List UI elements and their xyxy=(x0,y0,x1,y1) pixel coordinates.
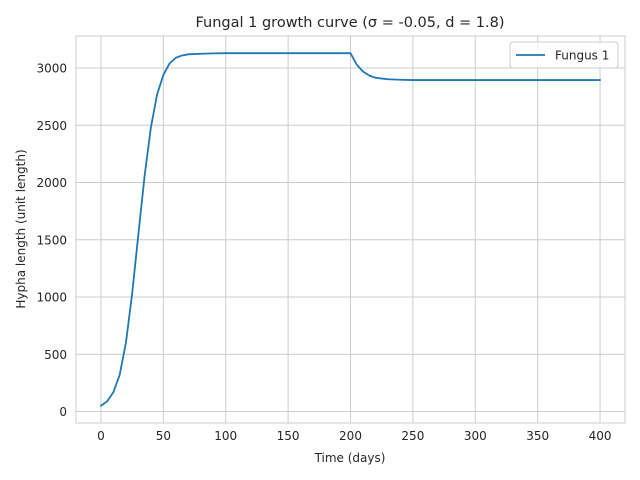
tick-labels: 0 50 100 150 200 250 300 350 400 0 500 1000 1500 2000… xyxy=(36,62,611,443)
x-tick-label: 200 xyxy=(339,429,362,443)
series-layer xyxy=(100,52,601,407)
y-tick-label: 1500 xyxy=(36,233,67,247)
series-line-fungus-1 xyxy=(100,52,601,407)
y-axis-label: Hypha length (unit length) xyxy=(14,149,28,308)
chart-title: Fungal 1 growth curve (σ = -0.05, d = 1.… xyxy=(195,15,504,31)
x-tick-label: 350 xyxy=(526,429,549,443)
y-tick-label: 2500 xyxy=(36,119,67,133)
y-tick-label: 3000 xyxy=(36,62,67,76)
x-tick-label: 150 xyxy=(277,429,300,443)
legend-box xyxy=(509,41,619,69)
y-tick-label: 0 xyxy=(59,405,67,419)
legend-label-fungus-1: Fungus 1 xyxy=(555,49,609,63)
x-axis-label: Time (days) xyxy=(314,451,386,465)
x-tick-label: 0 xyxy=(97,429,105,443)
x-tick-label: 250 xyxy=(401,429,424,443)
x-tick-label: 300 xyxy=(464,429,487,443)
x-tick-label: 400 xyxy=(589,429,612,443)
x-tick-label: 100 xyxy=(214,429,237,443)
legend: Fungus 1 xyxy=(509,41,619,69)
grid-lines xyxy=(76,36,625,423)
y-tick-label: 1000 xyxy=(36,291,67,305)
y-tick-label: 2000 xyxy=(36,176,67,190)
y-tick-label: 500 xyxy=(44,348,67,362)
plot-border xyxy=(75,35,626,424)
plot-frame xyxy=(75,35,626,424)
x-tick-label: 50 xyxy=(156,429,171,443)
